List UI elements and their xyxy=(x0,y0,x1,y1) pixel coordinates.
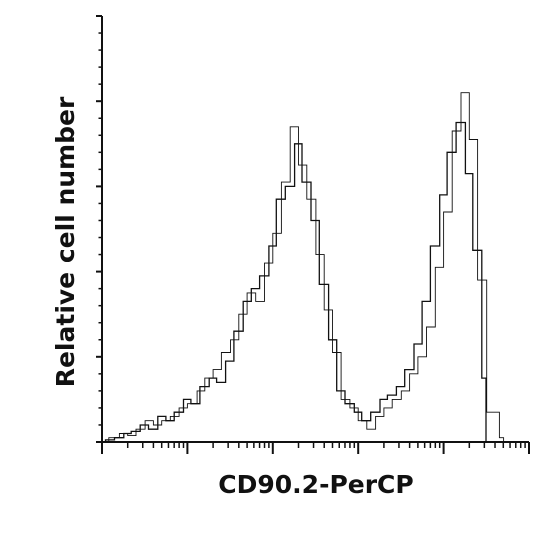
series-layer xyxy=(104,92,505,442)
axes xyxy=(96,15,530,454)
histogram-series-1 xyxy=(104,121,487,442)
histogram-series-2 xyxy=(108,92,505,442)
x-axis-label: CD90.2-PerCP xyxy=(218,470,413,499)
y-axis-label: Relative cell number xyxy=(51,96,80,387)
